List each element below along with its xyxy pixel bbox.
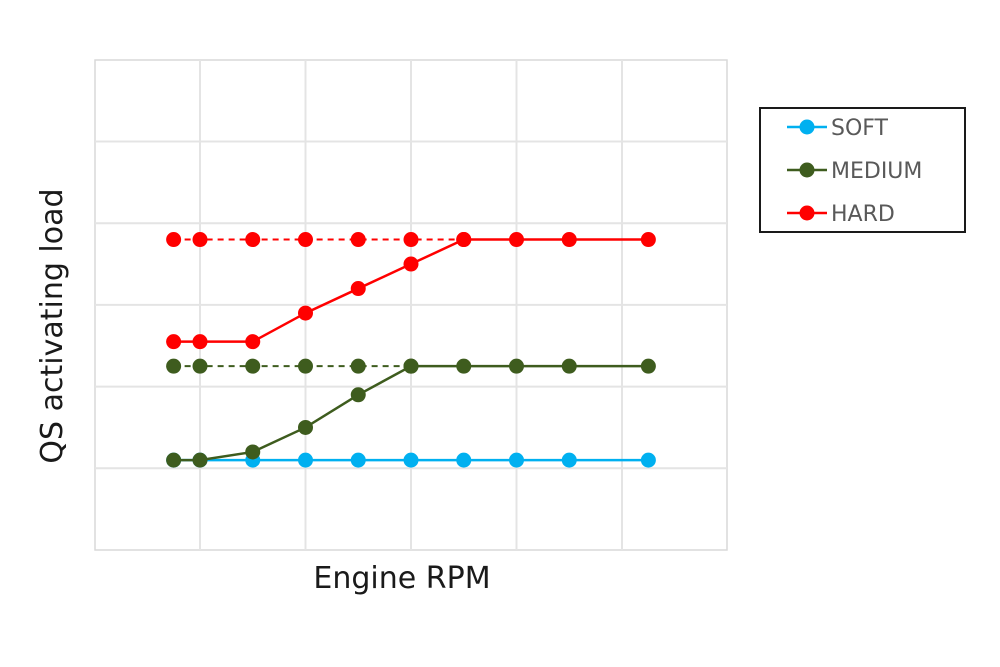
x-axis-title: Engine RPM xyxy=(313,561,490,596)
series-medium-point xyxy=(192,452,208,468)
series-medium-point xyxy=(403,358,419,374)
series-soft-point xyxy=(298,452,313,468)
legend-label-medium: MEDIUM xyxy=(831,159,922,184)
series-layer xyxy=(166,232,656,468)
series-medium-point xyxy=(561,358,577,374)
legend-swatch-marker xyxy=(799,205,815,221)
series-medium-reference-point xyxy=(166,358,182,374)
legend: SOFT MEDIUM HARD xyxy=(759,107,966,233)
series-hard-point xyxy=(403,256,419,272)
series-hard-point xyxy=(456,232,472,248)
series-medium xyxy=(166,358,656,468)
legend-swatch-marker xyxy=(799,162,815,178)
series-hard-point xyxy=(509,232,524,248)
series-hard-point xyxy=(298,305,313,321)
series-medium-reference-point xyxy=(298,358,313,374)
series-hard-reference-point xyxy=(350,232,366,248)
series-medium-reference-point xyxy=(192,358,208,374)
series-hard xyxy=(166,232,656,350)
series-hard-point xyxy=(561,232,577,248)
series-soft-point xyxy=(350,452,366,468)
series-hard-reference-point xyxy=(166,232,182,248)
grid xyxy=(95,60,727,550)
series-soft-point xyxy=(640,452,656,468)
series-medium-line xyxy=(173,364,649,462)
legend-swatch-marker xyxy=(799,119,815,135)
series-hard-reference-point xyxy=(403,232,419,248)
series-soft-point xyxy=(561,452,577,468)
series-hard-reference-point xyxy=(192,232,208,248)
series-medium-reference-point xyxy=(245,358,261,374)
series-hard-point xyxy=(350,281,366,297)
legend-label-hard: HARD xyxy=(831,202,895,227)
legend-label-soft: SOFT xyxy=(831,116,889,141)
series-medium-point xyxy=(456,358,472,374)
series-hard-point xyxy=(192,334,208,350)
series-hard-line xyxy=(173,238,649,343)
series-medium-point xyxy=(298,419,313,435)
y-axis-title: QS activating load xyxy=(35,188,70,463)
series-hard-point xyxy=(640,232,656,248)
series-medium-point xyxy=(509,358,524,374)
series-hard-point xyxy=(166,334,182,350)
series-medium-point xyxy=(350,387,366,403)
series-hard-reference-point xyxy=(245,232,261,248)
series-soft-point xyxy=(403,452,419,468)
series-medium-point xyxy=(640,358,656,374)
series-medium-point xyxy=(245,444,261,460)
series-hard-reference-point xyxy=(298,232,313,248)
series-soft-point xyxy=(509,452,524,468)
series-soft-point xyxy=(456,452,472,468)
series-medium-reference-point xyxy=(350,358,366,374)
series-hard-point xyxy=(245,334,261,350)
series-medium-point xyxy=(166,452,182,468)
